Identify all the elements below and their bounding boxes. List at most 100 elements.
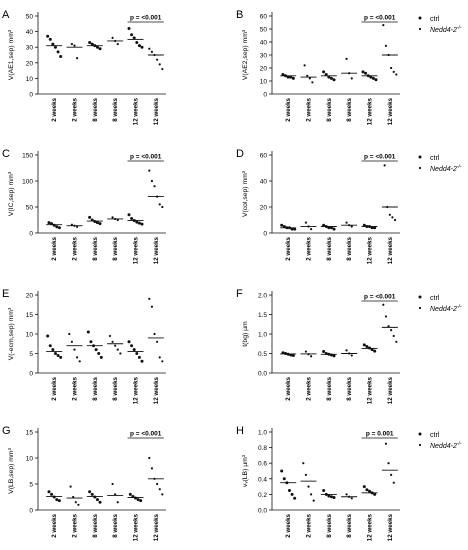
panel-d: D 0 20 40 60 V(col,sep) mm³ 2 weeks 2 weeks 8 we…: [236, 148, 462, 264]
y-tick-label: 0: [29, 231, 33, 238]
x-tick-label: 2 weeks: [51, 376, 58, 400]
data-point: [90, 492, 94, 496]
x-tick-label: 2 weeks: [72, 236, 79, 260]
data-point: [78, 360, 81, 363]
data-point: [76, 57, 79, 60]
y-tick-label: 50: [260, 27, 268, 34]
x-tick-label: 12 weeks: [153, 97, 160, 125]
legend-label-ko-sup: -/-: [457, 441, 462, 447]
data-point: [289, 75, 293, 79]
legend-marker-ctrl: [418, 155, 422, 159]
data-point: [350, 77, 353, 80]
y-tick-label: 0.0: [258, 371, 267, 378]
panel-letter: C: [2, 148, 10, 160]
x-tick-label: 8 weeks: [92, 376, 99, 400]
y-tick-label: 0.5: [258, 351, 267, 358]
x-tick-label: 12 weeks: [133, 97, 140, 125]
data-point: [327, 75, 331, 79]
data-point: [52, 495, 56, 499]
data-point: [55, 225, 59, 229]
x-tick-label: 2 weeks: [306, 236, 313, 260]
data-point: [345, 57, 348, 61]
data-point: [369, 75, 373, 79]
data-point: [322, 489, 326, 492]
x-tick-label: 12 weeks: [133, 376, 140, 404]
data-point: [322, 223, 326, 227]
data-point: [324, 73, 328, 76]
y-tick-label: 150: [22, 153, 33, 160]
data-point: [290, 227, 294, 231]
data-point: [332, 354, 336, 358]
data-point: [281, 73, 285, 76]
data-point: [47, 221, 51, 225]
x-tick-label: 12 weeks: [387, 236, 394, 264]
data-point: [88, 215, 92, 219]
panel-c: C 0 50 100 150 V(IC,sep) mm³ 2 weeks 2 weeks 8 w…: [2, 148, 166, 264]
data-point: [374, 78, 378, 82]
data-point: [148, 169, 151, 172]
x-tick-label: 12 weeks: [133, 513, 140, 541]
data-point: [140, 45, 144, 49]
legend-label-ko-sup: -/-: [457, 25, 462, 31]
y-axis-label: vᵥ(LB) µm³: [242, 454, 249, 487]
x-tick-label: 8 weeks: [346, 236, 353, 260]
y-tick-label: 100: [22, 179, 33, 186]
data-point: [150, 305, 154, 308]
x-tick-label: 8 weeks: [92, 513, 99, 537]
data-point: [150, 179, 154, 183]
x-tick-label: 2 weeks: [285, 97, 292, 121]
significance-label: p = <0.001: [130, 431, 162, 438]
legend-label-ctrl: ctrl: [430, 16, 440, 23]
legend-marker-ctrl: [418, 16, 422, 20]
y-tick-label: 50: [26, 14, 34, 21]
data-point: [282, 225, 286, 228]
data-point: [51, 42, 55, 46]
data-point: [97, 352, 101, 355]
data-point: [161, 493, 164, 496]
data-point: [116, 501, 119, 504]
data-point: [46, 334, 50, 338]
data-point: [158, 488, 161, 491]
panel-letter: B: [236, 9, 243, 21]
y-axis-label: V(AE2,sep) mm³: [242, 29, 249, 80]
x-tick-label: 8 weeks: [92, 236, 99, 260]
data-point: [150, 467, 154, 470]
data-point: [70, 223, 73, 226]
data-point: [362, 485, 366, 489]
data-point: [136, 498, 140, 502]
data-point: [69, 485, 72, 488]
y-tick-label: 1.0: [258, 430, 267, 437]
data-point: [73, 348, 76, 351]
y-tick-label: 0: [263, 231, 267, 238]
data-point: [76, 356, 79, 359]
data-point: [99, 355, 103, 359]
data-point: [158, 203, 161, 206]
x-tick-label: 2 weeks: [72, 376, 79, 400]
y-tick-label: 1.0: [258, 332, 267, 339]
legend: ctrl Nedd4-2-/-: [418, 155, 462, 173]
data-point: [46, 34, 50, 38]
data-point: [329, 495, 333, 499]
x-tick-label: 2 weeks: [285, 376, 292, 400]
data-point: [140, 222, 144, 226]
data-point: [116, 42, 119, 46]
data-point: [98, 222, 102, 226]
data-point: [98, 47, 102, 51]
data-point: [158, 356, 161, 359]
y-tick-label: 5: [29, 482, 33, 489]
legend-label-ko-name: Nedd4-2: [430, 27, 457, 34]
data-point: [50, 492, 54, 496]
data-point: [134, 496, 137, 500]
data-point: [327, 226, 331, 230]
data-point: [148, 456, 151, 460]
data-point: [156, 58, 159, 61]
x-tick-label: 12 weeks: [133, 236, 140, 264]
data-point: [53, 352, 57, 355]
data-point: [373, 492, 377, 496]
data-point: [132, 36, 136, 40]
data-point: [148, 297, 151, 300]
data-point: [108, 334, 112, 338]
significance-label: p = <0.001: [130, 154, 162, 161]
data-point: [56, 353, 60, 357]
data-point: [395, 340, 398, 343]
